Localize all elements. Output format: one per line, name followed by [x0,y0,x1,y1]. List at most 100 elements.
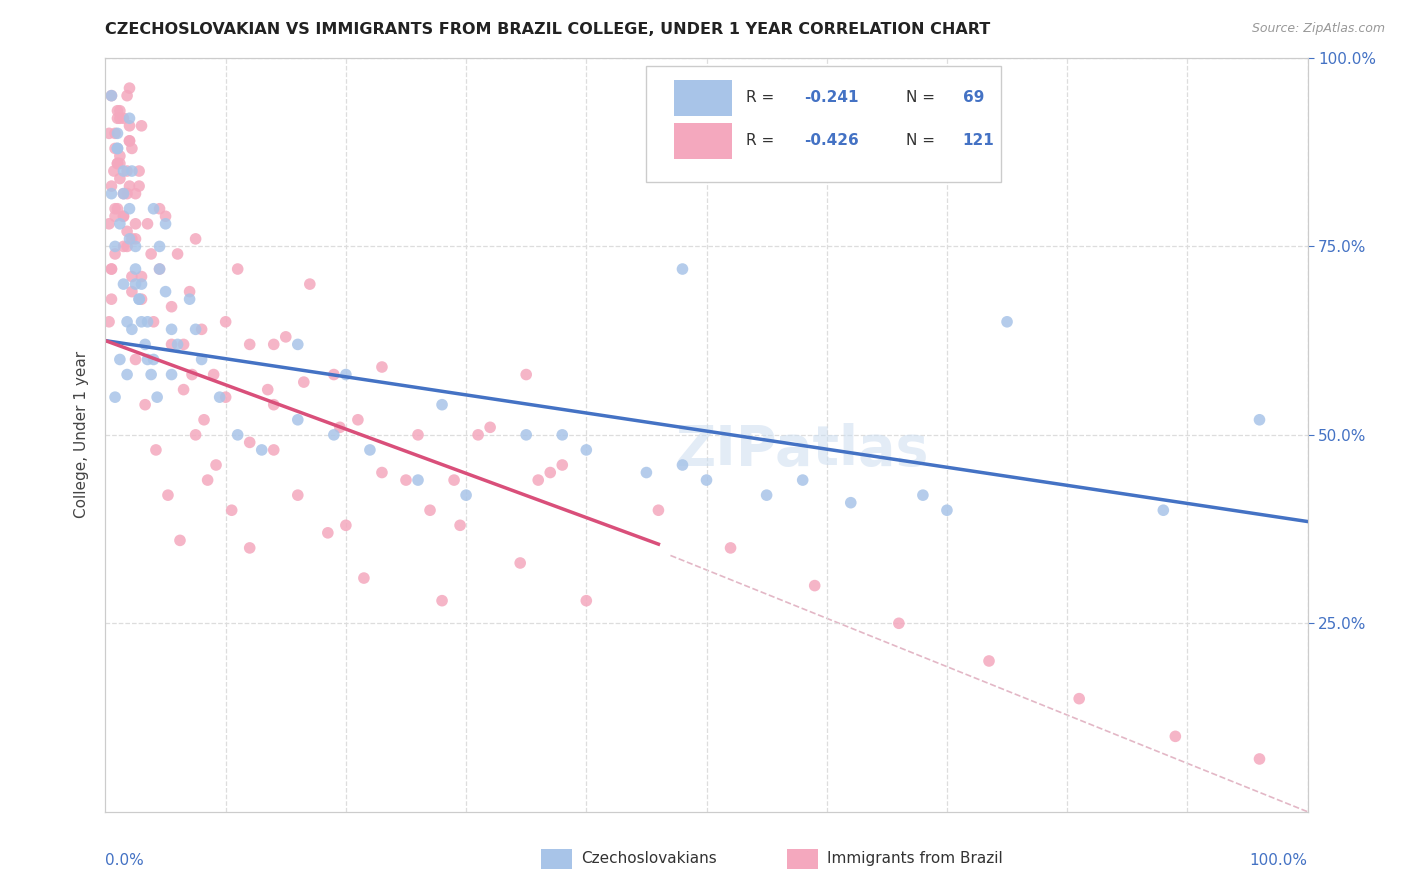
Point [395,473,418,487]
Point [792,473,814,487]
Point [142,352,165,367]
Point [226,428,249,442]
Point [108,112,131,126]
Text: N =: N = [905,134,941,148]
Point [166,247,188,261]
Point [696,473,718,487]
Point [353,571,375,585]
Point [107,112,129,126]
Point [329,420,352,434]
Point [112,209,135,223]
Point [118,134,141,148]
Point [169,533,191,548]
Point [515,428,537,442]
Point [131,269,153,284]
Point [205,458,228,472]
Point [104,209,127,223]
Point [139,247,162,261]
Point [115,224,138,238]
Point [148,202,170,216]
Point [148,262,170,277]
Point [124,232,146,246]
Point [256,383,278,397]
Point [112,277,135,292]
Text: 69: 69 [963,90,984,105]
Point [104,141,127,155]
Point [118,81,141,95]
Point [173,383,195,397]
Point [115,186,138,201]
Point [124,239,146,253]
Point [104,247,127,261]
Point [155,285,177,299]
Point [121,141,143,155]
Point [335,518,357,533]
Point [156,488,179,502]
Point [128,164,150,178]
Point [104,239,127,253]
Text: 0.0%: 0.0% [105,853,145,868]
Point [121,285,143,299]
Point [179,285,201,299]
Point [287,413,309,427]
Point [145,442,167,457]
Point [239,541,262,555]
Text: Czechoslovakians: Czechoslovakians [581,851,717,865]
Point [347,413,370,427]
Point [467,428,489,442]
Point [184,232,207,246]
Point [292,375,315,389]
Point [103,164,125,178]
Point [166,337,188,351]
Point [108,156,131,170]
Point [322,368,344,382]
Point [98,217,121,231]
Point [128,292,150,306]
FancyBboxPatch shape [541,849,572,869]
Point [148,262,170,277]
Point [527,473,550,487]
Point [250,442,273,457]
Point [208,390,231,404]
Point [134,398,156,412]
Point [108,171,131,186]
Point [131,277,153,292]
Point [124,262,146,277]
Text: -0.426: -0.426 [804,134,859,148]
Point [104,127,127,141]
Point [551,458,574,472]
Point [107,156,129,170]
Point [98,315,121,329]
Point [107,103,129,118]
Point [197,473,219,487]
Point [184,428,207,442]
Point [371,466,394,480]
Point [131,292,153,306]
Point [121,322,143,336]
Point [419,503,441,517]
Point [575,593,598,607]
Point [160,322,183,336]
Point [115,88,138,103]
Y-axis label: College, Under 1 year: College, Under 1 year [75,351,90,518]
Point [136,352,159,367]
Point [121,232,143,246]
Point [108,103,131,118]
FancyBboxPatch shape [787,849,818,869]
Point [121,269,143,284]
Point [136,217,159,231]
Point [118,119,141,133]
Text: 100.0%: 100.0% [1250,853,1308,868]
Point [121,164,143,178]
Point [755,488,778,502]
Point [128,292,150,306]
Text: ZIPatlas: ZIPatlas [676,423,929,477]
Point [454,488,477,502]
Text: 121: 121 [963,134,994,148]
Point [115,368,138,382]
Point [671,458,693,472]
FancyBboxPatch shape [673,80,731,116]
Point [515,368,537,382]
Point [190,352,212,367]
Point [124,186,146,201]
